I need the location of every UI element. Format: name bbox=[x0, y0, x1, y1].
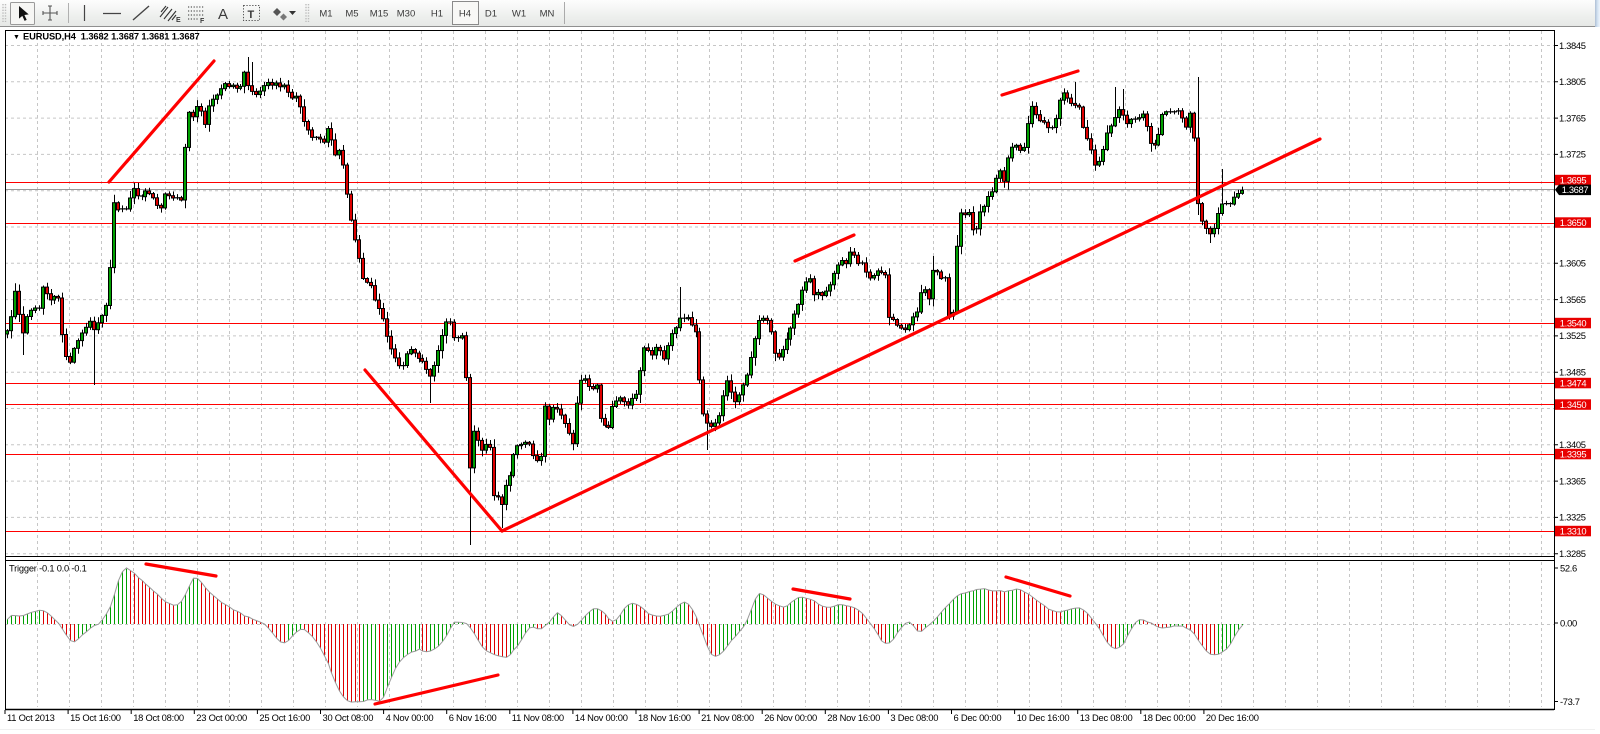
svg-text:1.3525: 1.3525 bbox=[1559, 330, 1586, 341]
svg-text:F: F bbox=[200, 18, 205, 25]
svg-text:MN: MN bbox=[540, 9, 555, 20]
svg-text:15 Oct 16:00: 15 Oct 16:00 bbox=[70, 712, 121, 723]
svg-text:11 Oct 2013: 11 Oct 2013 bbox=[7, 712, 55, 723]
svg-text:1.3805: 1.3805 bbox=[1559, 76, 1586, 87]
svg-text:1.3687: 1.3687 bbox=[1562, 184, 1589, 195]
svg-text:Trigger -0.1 0.0 -0.1: Trigger -0.1 0.0 -0.1 bbox=[9, 564, 87, 574]
svg-text:T: T bbox=[248, 9, 255, 21]
svg-text:-73.7: -73.7 bbox=[1560, 696, 1580, 707]
svg-text:25 Oct 16:00: 25 Oct 16:00 bbox=[259, 712, 310, 723]
svg-text:26 Nov 00:00: 26 Nov 00:00 bbox=[764, 712, 817, 723]
svg-text:1.3845: 1.3845 bbox=[1559, 40, 1586, 51]
svg-text:1.3310: 1.3310 bbox=[1560, 525, 1587, 536]
svg-text:28 Nov 16:00: 28 Nov 16:00 bbox=[827, 712, 880, 723]
svg-text:10 Dec 16:00: 10 Dec 16:00 bbox=[1017, 712, 1070, 723]
svg-text:1.3405: 1.3405 bbox=[1559, 439, 1586, 450]
svg-text:A: A bbox=[218, 6, 228, 23]
svg-text:H4: H4 bbox=[459, 9, 471, 20]
svg-text:▼: ▼ bbox=[13, 34, 20, 41]
svg-text:6 Nov 16:00: 6 Nov 16:00 bbox=[449, 712, 497, 723]
svg-text:1.3765: 1.3765 bbox=[1559, 112, 1586, 123]
svg-text:30 Oct 08:00: 30 Oct 08:00 bbox=[323, 712, 374, 723]
svg-text:13 Dec 08:00: 13 Dec 08:00 bbox=[1080, 712, 1133, 723]
svg-text:W1: W1 bbox=[512, 9, 526, 20]
svg-text:M5: M5 bbox=[345, 9, 358, 20]
svg-text:1.3485: 1.3485 bbox=[1559, 367, 1586, 378]
svg-text:E: E bbox=[176, 17, 181, 24]
svg-text:1.3395: 1.3395 bbox=[1560, 448, 1587, 459]
svg-text:6 Dec 00:00: 6 Dec 00:00 bbox=[954, 712, 1002, 723]
svg-text:M15: M15 bbox=[370, 9, 388, 20]
svg-text:D1: D1 bbox=[485, 9, 497, 20]
svg-text:0.00: 0.00 bbox=[1560, 618, 1577, 629]
svg-text:20 Dec 16:00: 20 Dec 16:00 bbox=[1206, 712, 1259, 723]
svg-text:1.3540: 1.3540 bbox=[1560, 317, 1587, 328]
svg-text:1.3325: 1.3325 bbox=[1559, 512, 1586, 523]
svg-text:1.3285: 1.3285 bbox=[1559, 548, 1586, 559]
svg-text:3 Dec 08:00: 3 Dec 08:00 bbox=[890, 712, 938, 723]
svg-text:1.3650: 1.3650 bbox=[1560, 217, 1587, 228]
svg-text:11 Nov 08:00: 11 Nov 08:00 bbox=[512, 712, 564, 723]
svg-text:18 Oct 08:00: 18 Oct 08:00 bbox=[133, 712, 184, 723]
svg-text:1.3565: 1.3565 bbox=[1559, 294, 1586, 305]
svg-text:14 Nov 00:00: 14 Nov 00:00 bbox=[575, 712, 628, 723]
svg-text:1.3605: 1.3605 bbox=[1559, 258, 1586, 269]
svg-text:52.6: 52.6 bbox=[1560, 563, 1577, 574]
svg-text:18 Nov 16:00: 18 Nov 16:00 bbox=[638, 712, 691, 723]
svg-text:1.3365: 1.3365 bbox=[1559, 475, 1586, 486]
svg-text:1.3450: 1.3450 bbox=[1560, 399, 1587, 410]
svg-text:21 Nov 08:00: 21 Nov 08:00 bbox=[701, 712, 754, 723]
svg-text:M1: M1 bbox=[319, 9, 332, 20]
svg-text:EURUSD,H4 1.3682 1.3687 1.368: EURUSD,H4 1.3682 1.3687 1.3681 1.3687 bbox=[23, 32, 200, 42]
svg-text:H1: H1 bbox=[431, 9, 443, 20]
svg-text:1.3725: 1.3725 bbox=[1559, 149, 1586, 160]
svg-text:M30: M30 bbox=[397, 9, 415, 20]
svg-text:23 Oct 00:00: 23 Oct 00:00 bbox=[196, 712, 247, 723]
svg-text:18 Dec 00:00: 18 Dec 00:00 bbox=[1143, 712, 1196, 723]
svg-text:1.3695: 1.3695 bbox=[1560, 174, 1587, 185]
svg-text:4 Nov 00:00: 4 Nov 00:00 bbox=[386, 712, 434, 723]
svg-text:1.3474: 1.3474 bbox=[1560, 377, 1587, 388]
